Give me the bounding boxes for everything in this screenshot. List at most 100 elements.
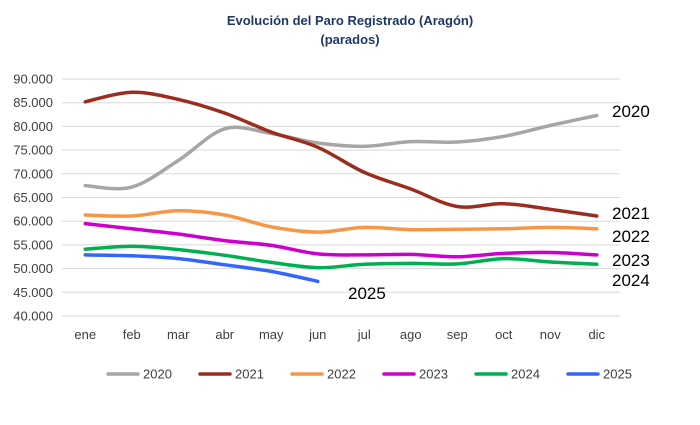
data-point-2024-jul: [362, 262, 366, 266]
data-point-2020-ago: [409, 140, 413, 144]
data-point-2025-feb: [130, 254, 134, 258]
series-line-2022: [83, 209, 599, 234]
y-tick-label: 70.000: [13, 166, 53, 181]
x-tick-label: ene: [74, 327, 96, 342]
data-point-2020-dic: [595, 113, 599, 117]
x-tick-label: may: [259, 327, 284, 342]
data-point-2025-abr: [223, 263, 227, 267]
data-point-2023-may: [269, 243, 273, 247]
x-tick-label: jul: [357, 327, 371, 342]
x-tick-label: oct: [495, 327, 513, 342]
x-tick-label: abr: [215, 327, 234, 342]
data-point-2022-abr: [223, 213, 227, 217]
data-point-2024-abr: [223, 253, 227, 257]
data-point-2023-oct: [502, 251, 506, 255]
data-point-2021-jun: [316, 145, 320, 149]
data-point-2024-sep: [455, 262, 459, 266]
series-end-label-2023: 2023: [612, 251, 650, 270]
x-tick-label: ago: [400, 327, 422, 342]
y-tick-label: 80.000: [13, 119, 53, 134]
data-point-2022-feb: [130, 214, 134, 218]
data-point-2023-ago: [409, 252, 413, 256]
data-point-2024-jun: [316, 266, 320, 270]
series-end-label-2022: 2022: [612, 227, 650, 246]
y-tick-label: 55.000: [13, 237, 53, 252]
y-tick-label: 50.000: [13, 261, 53, 276]
series-line-2024: [83, 244, 599, 270]
data-point-2022-oct: [502, 227, 506, 231]
x-tick-label: mar: [167, 327, 190, 342]
legend-label-2024: 2024: [511, 367, 540, 382]
series-end-label-2020: 2020: [612, 102, 650, 121]
y-tick-label: 75.000: [13, 143, 53, 158]
data-point-2023-dic: [595, 253, 599, 257]
data-point-2023-jul: [362, 253, 366, 257]
data-point-2022-nov: [548, 225, 552, 229]
data-point-2020-nov: [548, 123, 552, 127]
legend-label-2022: 2022: [327, 367, 356, 382]
data-point-2024-ene: [83, 247, 87, 251]
data-point-2021-jul: [362, 170, 366, 174]
data-point-2020-mar: [176, 159, 180, 163]
data-point-2020-jul: [362, 144, 366, 148]
gridlines: [62, 78, 620, 317]
legend-label-2020: 2020: [143, 367, 172, 382]
data-point-2020-jun: [316, 141, 320, 145]
legend: 2020 2021 2022 2023 2024 2025: [106, 367, 632, 382]
data-point-2020-oct: [502, 134, 506, 138]
series-lines: [83, 90, 599, 284]
x-tick-label: nov: [540, 327, 561, 342]
data-point-2024-mar: [176, 248, 180, 252]
data-point-2024-may: [269, 260, 273, 264]
data-point-2024-ago: [409, 261, 413, 265]
data-point-2025-mar: [176, 257, 180, 261]
x-tick-label: sep: [447, 327, 468, 342]
series-line-2020: [83, 113, 599, 191]
data-point-2023-jun: [316, 252, 320, 256]
data-point-2021-ene: [83, 100, 87, 104]
y-tick-label: 65.000: [13, 190, 53, 205]
data-point-2022-mar: [176, 209, 180, 213]
x-axis: ene feb mar abr may jun jul ago sep oct nov dic: [74, 327, 605, 342]
y-tick-label: 40.000: [13, 309, 53, 324]
data-point-2023-abr: [223, 239, 227, 243]
data-point-2021-sep: [455, 205, 459, 209]
data-point-2020-feb: [130, 185, 134, 189]
data-point-2021-dic: [595, 214, 599, 218]
data-point-2022-ago: [409, 228, 413, 232]
y-tick-label: 45.000: [13, 285, 53, 300]
data-point-2024-nov: [548, 260, 552, 264]
data-point-2020-ene: [83, 184, 87, 188]
data-point-2023-nov: [548, 250, 552, 254]
data-point-2024-dic: [595, 262, 599, 266]
y-axis: 40.000 45.000 50.000 55.000 60.000 65.000 70.0…: [13, 72, 53, 324]
series-line-2025: [83, 253, 320, 284]
x-tick-label: feb: [123, 327, 141, 342]
data-point-2023-mar: [176, 232, 180, 236]
series-end-label-2025: 2025: [348, 284, 386, 303]
data-point-2025-may: [269, 269, 273, 273]
data-point-2023-sep: [455, 255, 459, 259]
data-point-2022-sep: [455, 227, 459, 231]
x-tick-label: dic: [588, 327, 605, 342]
legend-label-2021: 2021: [235, 367, 264, 382]
data-point-2021-feb: [130, 90, 134, 94]
series-end-label-2024: 2024: [612, 271, 650, 290]
data-point-2020-abr: [223, 127, 227, 131]
y-tick-label: 90.000: [13, 72, 53, 87]
data-point-2022-may: [269, 225, 273, 229]
chart-subtitle: (parados): [320, 32, 379, 47]
legend-label-2023: 2023: [419, 367, 448, 382]
data-point-2025-jun: [316, 279, 320, 283]
data-point-2020-sep: [455, 140, 459, 144]
series-end-label-2021: 2021: [612, 204, 650, 223]
data-point-2021-oct: [502, 202, 506, 206]
data-point-2025-ene: [83, 253, 87, 257]
data-point-2021-mar: [176, 97, 180, 101]
data-point-2022-jun: [316, 230, 320, 234]
data-point-2023-feb: [130, 227, 134, 231]
data-point-2023-ene: [83, 222, 87, 226]
data-point-2022-dic: [595, 227, 599, 231]
